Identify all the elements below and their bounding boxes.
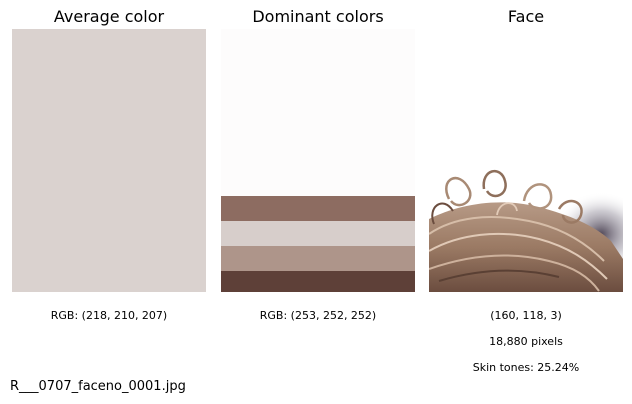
average-color-swatch: [12, 29, 206, 292]
face-pixel-count: 18,880 pixels: [489, 335, 563, 348]
dominant-color-stripe: [221, 196, 415, 221]
face-rgb: (160, 118, 3): [490, 309, 562, 322]
face-hair-image: [429, 29, 623, 292]
dominant-color-stripe: [221, 29, 415, 196]
dominant-color-stripe: [221, 271, 415, 292]
dominant-color-stripe: [221, 246, 415, 271]
dominant-color-rgb: RGB: (253, 252, 252): [259, 309, 377, 322]
file-name: R___0707_faceno_0001.jpg: [10, 379, 186, 394]
dominant-colors-title: Dominant colors: [252, 7, 384, 26]
average-color-title: Average color: [53, 7, 165, 26]
dominant-colors-swatch: [221, 29, 415, 292]
face-title: Face: [507, 7, 545, 26]
average-color-rgb: RGB: (218, 210, 207): [50, 309, 168, 322]
dominant-color-stripe: [221, 221, 415, 246]
face-skin-tones: Skin tones: 25.24%: [472, 361, 580, 374]
face-thumbnail: [429, 29, 623, 292]
